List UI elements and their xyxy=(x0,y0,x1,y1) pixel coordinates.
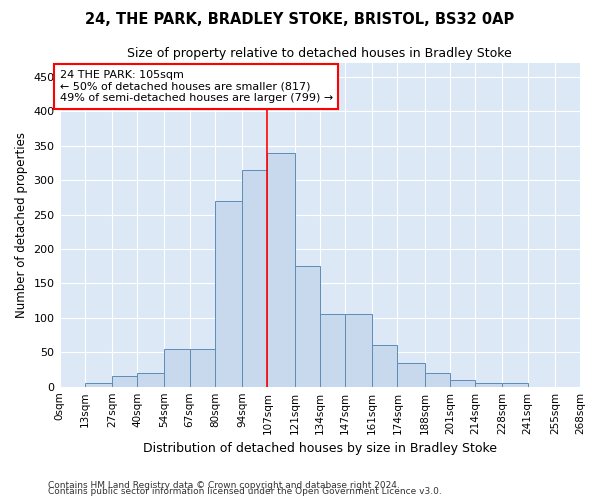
Bar xyxy=(112,376,137,386)
Title: Size of property relative to detached houses in Bradley Stoke: Size of property relative to detached ho… xyxy=(127,48,512,60)
Bar xyxy=(190,349,215,387)
Bar xyxy=(320,314,345,386)
X-axis label: Distribution of detached houses by size in Bradley Stoke: Distribution of detached houses by size … xyxy=(143,442,497,455)
Bar xyxy=(295,266,320,386)
Bar xyxy=(242,170,268,386)
Bar xyxy=(345,314,372,386)
Bar xyxy=(397,362,425,386)
Bar xyxy=(164,349,190,387)
Bar xyxy=(215,201,242,386)
Bar xyxy=(475,383,502,386)
Text: 24 THE PARK: 105sqm
← 50% of detached houses are smaller (817)
49% of semi-detac: 24 THE PARK: 105sqm ← 50% of detached ho… xyxy=(59,70,333,103)
Bar xyxy=(425,373,450,386)
Text: Contains public sector information licensed under the Open Government Licence v3: Contains public sector information licen… xyxy=(48,488,442,496)
Bar xyxy=(85,383,112,386)
Bar xyxy=(268,152,295,386)
Bar xyxy=(372,346,397,387)
Bar xyxy=(450,380,475,386)
Bar xyxy=(137,373,164,386)
Text: Contains HM Land Registry data © Crown copyright and database right 2024.: Contains HM Land Registry data © Crown c… xyxy=(48,481,400,490)
Bar xyxy=(502,383,527,386)
Text: 24, THE PARK, BRADLEY STOKE, BRISTOL, BS32 0AP: 24, THE PARK, BRADLEY STOKE, BRISTOL, BS… xyxy=(85,12,515,28)
Y-axis label: Number of detached properties: Number of detached properties xyxy=(15,132,28,318)
